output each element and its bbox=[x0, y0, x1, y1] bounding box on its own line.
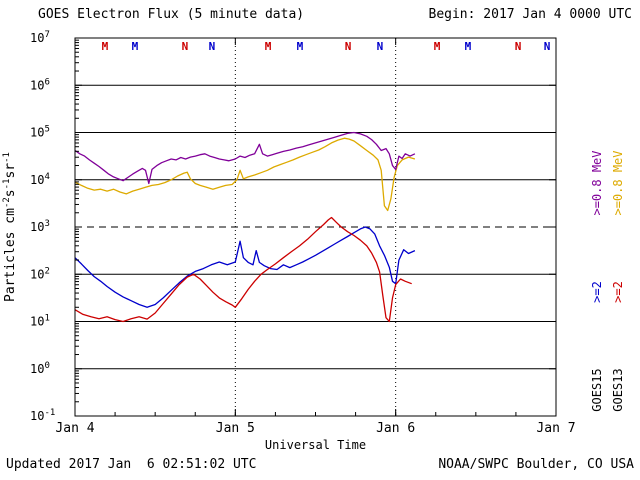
gridlines bbox=[75, 38, 556, 416]
series-goes13_08mev bbox=[74, 137, 416, 212]
satellite-marker-M: M bbox=[132, 40, 139, 53]
legend-satellite-goes15: GOES15 bbox=[590, 368, 604, 411]
legend-energy-08mev: >=0.8 MeV bbox=[611, 150, 625, 215]
x-tick-label: Jan 4 bbox=[55, 421, 94, 436]
legend-energy-08mev: >=0.8 MeV bbox=[590, 150, 604, 215]
y-axis-label: Particles cm-2s-1sr-1 bbox=[2, 152, 18, 302]
satellite-marker-M: M bbox=[465, 40, 472, 53]
satellite-marker-N: N bbox=[209, 40, 216, 53]
x-tick-label: Jan 6 bbox=[376, 421, 415, 436]
svg-text:107: 107 bbox=[30, 30, 50, 45]
svg-text:101: 101 bbox=[30, 314, 50, 329]
x-tick-label: Jan 5 bbox=[216, 421, 255, 436]
satellite-marker-N: N bbox=[345, 40, 352, 53]
series-goes15_08mev bbox=[74, 131, 416, 185]
legend-energy-2mev: >=2 bbox=[611, 281, 625, 303]
svg-text:103: 103 bbox=[30, 219, 50, 234]
satellite-marker-M: M bbox=[434, 40, 441, 53]
svg-text:106: 106 bbox=[30, 77, 50, 92]
chart-title: GOES Electron Flux (5 minute data) bbox=[38, 7, 305, 22]
svg-text:102: 102 bbox=[30, 266, 50, 281]
legend-energy-2mev: >=2 bbox=[590, 281, 604, 303]
satellite-marker-M: M bbox=[297, 40, 304, 53]
satellite-marker-M: M bbox=[265, 40, 272, 53]
satellite-marker-N: N bbox=[544, 40, 551, 53]
x-axis-label: Universal Time bbox=[265, 438, 366, 452]
satellite-marker-N: N bbox=[182, 40, 189, 53]
begin-time-label: Begin: 2017 Jan 4 0000 UTC bbox=[428, 7, 633, 22]
series-goes13_2mev bbox=[74, 216, 412, 323]
axis-ticks bbox=[74, 37, 557, 417]
series-goes15_2mev bbox=[74, 226, 416, 308]
satellite-marker-N: N bbox=[377, 40, 384, 53]
satellite-marker-M: M bbox=[102, 40, 109, 53]
legend-satellite-goes13: GOES13 bbox=[611, 368, 625, 411]
x-tick-label: Jan 7 bbox=[536, 421, 575, 436]
svg-text:105: 105 bbox=[30, 125, 50, 140]
svg-text:100: 100 bbox=[30, 361, 50, 376]
y-tick-labels: 10-1 100 101 102 103 104 105 106 107 bbox=[30, 30, 55, 423]
updated-timestamp: Updated 2017 Jan 6 02:51:02 UTC bbox=[6, 457, 257, 472]
svg-text:10-1: 10-1 bbox=[30, 408, 55, 423]
data-source-label: NOAA/SWPC Boulder, CO USA bbox=[438, 457, 634, 472]
svg-text:104: 104 bbox=[30, 172, 50, 187]
satellite-marker-N: N bbox=[515, 40, 522, 53]
